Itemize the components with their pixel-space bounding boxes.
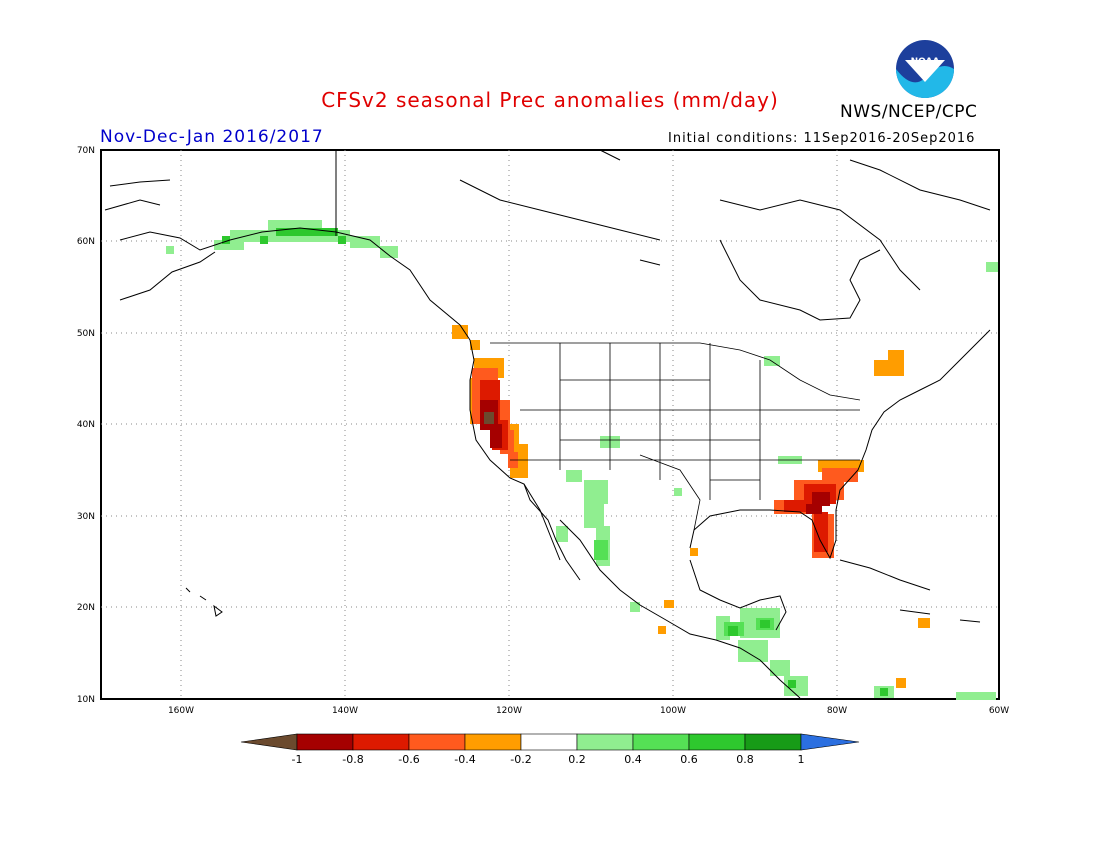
lat-label: 40N (77, 420, 95, 430)
lon-label: 140W (332, 706, 358, 716)
noaa-logo-text: NOAA (911, 57, 940, 67)
lon-label: 60W (989, 706, 1009, 716)
colorbar-arrow-high (800, 733, 860, 751)
agency-label: NWS/NCEP/CPC (840, 102, 978, 122)
lat-label: 70N (77, 146, 95, 156)
colorbar-swatch (520, 733, 578, 751)
colorbar-label: 1 (798, 753, 805, 766)
initial-conditions: Initial conditions: 11Sep2016-20Sep2016 (668, 131, 976, 146)
colorbar: -1 -0.8 -0.6 -0.4 -0.2 0.2 0.4 0.6 0.8 1 (240, 733, 860, 766)
noaa-logo: NOAA (896, 40, 954, 98)
colorbar-swatch (688, 733, 746, 751)
map-title: CFSv2 seasonal Prec anomalies (mm/day) (321, 88, 779, 112)
colorbar-swatch (352, 733, 410, 751)
lon-label: 100W (660, 706, 686, 716)
colorbar-swatch (576, 733, 634, 751)
lon-label: 120W (496, 706, 522, 716)
colorbar-label: -0.6 (398, 753, 419, 766)
colorbar-swatch (744, 733, 802, 751)
lat-label: 10N (77, 695, 95, 705)
lat-label: 20N (77, 603, 95, 613)
colorbar-arrow-low (240, 733, 298, 751)
longitude-labels: 160W 140W 120W 100W 80W 60W (168, 706, 1009, 716)
coastlines (104, 149, 991, 699)
colorbar-label: -0.2 (510, 753, 531, 766)
lat-label: 50N (77, 329, 95, 339)
lat-label: 60N (77, 237, 95, 247)
colorbar-label: 0.8 (736, 753, 754, 766)
lon-label: 80W (827, 706, 847, 716)
colorbar-label: -1 (292, 753, 303, 766)
state-borders (490, 342, 861, 531)
latitude-labels: 70N 60N 50N 40N 30N 20N 10N (77, 146, 95, 705)
colorbar-label: 0.6 (680, 753, 698, 766)
colorbar-swatch (632, 733, 690, 751)
colorbar-label: -0.4 (454, 753, 475, 766)
lon-label: 160W (168, 706, 194, 716)
colorbar-swatch (464, 733, 522, 751)
colorbar-label: 0.2 (568, 753, 586, 766)
colorbar-label: -0.8 (342, 753, 363, 766)
colorbar-swatch (296, 733, 354, 751)
colorbar-swatch (408, 733, 466, 751)
lat-label: 30N (77, 512, 95, 522)
anomaly-shading (166, 220, 998, 700)
colorbar-label: 0.4 (624, 753, 642, 766)
forecast-period: Nov-Dec-Jan 2016/2017 (100, 127, 324, 147)
